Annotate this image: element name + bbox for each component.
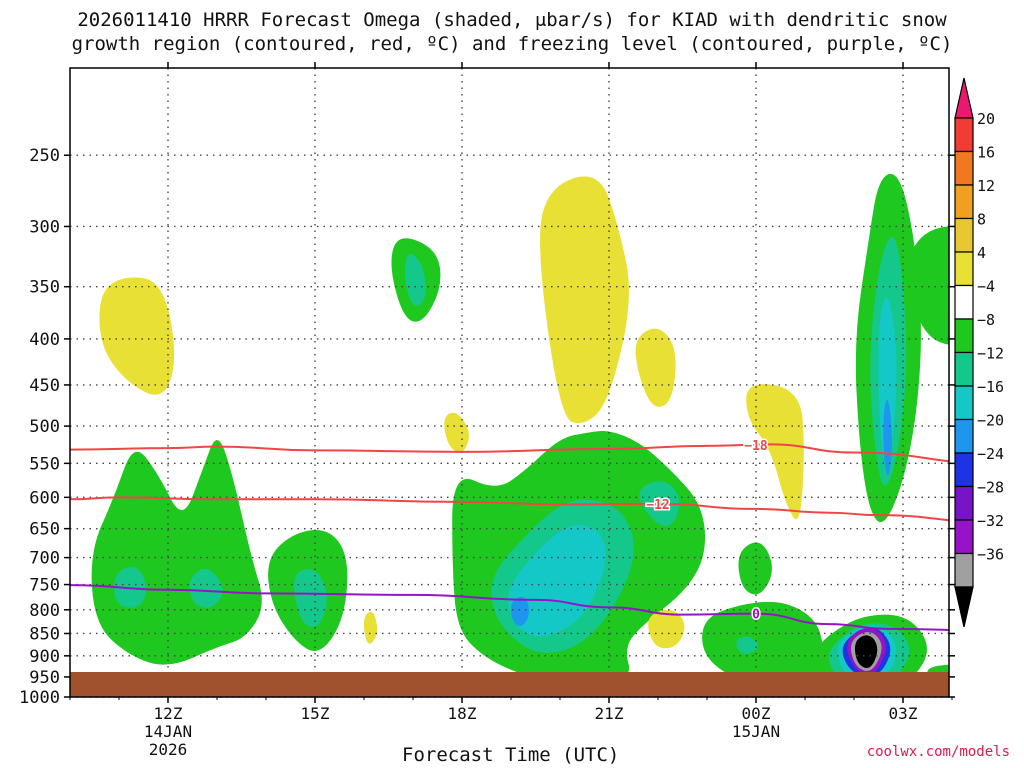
colorbar-level-label: −28 bbox=[977, 479, 1004, 497]
y-tick-label: 800 bbox=[29, 601, 60, 621]
source-credit[interactable]: coolwx.com/models bbox=[866, 744, 1010, 760]
y-tick-label: 600 bbox=[29, 488, 60, 508]
colorbar: 20 16 12 8 4 −4 −8 −12 −16 −20 −24 −28 −32 −36 bbox=[954, 77, 1004, 628]
x-tick-label: 03Z bbox=[889, 704, 918, 723]
chart-title-line-2: growth region (contoured, red, ºC) and f… bbox=[71, 33, 953, 55]
colorbar-level-label: 12 bbox=[977, 177, 995, 195]
colorbar-swatch bbox=[954, 318, 974, 354]
freezing-level-0-line bbox=[70, 584, 949, 632]
colorbar-level-label: 8 bbox=[977, 211, 986, 229]
x-tick-label: 15Z bbox=[301, 704, 330, 723]
omega-region-black bbox=[854, 635, 878, 668]
colorbar-swatch bbox=[954, 452, 974, 488]
omega-region-teal bbox=[294, 569, 327, 627]
y-tick-label: 1000 bbox=[19, 688, 60, 708]
omega-region-yellow bbox=[648, 609, 685, 649]
colorbar-swatch bbox=[954, 251, 974, 287]
colorbar-swatch bbox=[954, 184, 974, 220]
plot-frame bbox=[69, 67, 950, 698]
omega-region-green bbox=[702, 601, 823, 686]
colorbar-level-label: −36 bbox=[977, 546, 1004, 564]
y-tick-label: 950 bbox=[29, 668, 60, 688]
colorbar-level-label: −16 bbox=[977, 378, 1004, 396]
freezing-level-0-label: 0 bbox=[752, 608, 760, 623]
dgz-minus-12-line bbox=[70, 496, 949, 522]
y-tick-label: 350 bbox=[29, 278, 60, 298]
colorbar-level-label: −8 bbox=[977, 311, 995, 329]
x-tick-label: 12Z bbox=[154, 704, 183, 723]
omega-shaded-region bbox=[99, 277, 175, 395]
omega-shaded-region bbox=[746, 384, 804, 520]
colorbar-swatch bbox=[954, 217, 974, 253]
omega-region-green bbox=[738, 542, 772, 595]
colorbar-level-label: −12 bbox=[977, 345, 1004, 363]
omega-region-yellow bbox=[444, 412, 469, 453]
omega-region-teal bbox=[404, 253, 426, 306]
colorbar-level-label: 16 bbox=[977, 144, 995, 162]
y-tick-label: 750 bbox=[29, 576, 60, 596]
colorbar-level-label: 20 bbox=[977, 110, 995, 128]
colorbar-swatch bbox=[954, 117, 974, 153]
omega-region-yellow bbox=[635, 328, 676, 407]
x-tick-label: 18Z bbox=[448, 704, 477, 723]
colorbar-level-label: −32 bbox=[977, 512, 1004, 530]
plot-border bbox=[69, 67, 950, 698]
y-axis: 250 300 350 400 450 500 550 600 650 700 750 800 850 9… bbox=[19, 146, 955, 708]
colorbar-level-label: −20 bbox=[977, 412, 1004, 430]
y-tick-label: 700 bbox=[29, 549, 60, 569]
omega-region-blue bbox=[883, 399, 892, 476]
chart-title-line-1: 2026011410 HRRR Forecast Omega (shaded, … bbox=[77, 9, 947, 31]
ground-surface-band bbox=[70, 672, 949, 697]
y-tick-label: 500 bbox=[29, 417, 60, 437]
omega-region-green bbox=[91, 440, 262, 665]
colorbar-swatch bbox=[954, 351, 974, 387]
y-tick-label: 400 bbox=[29, 330, 60, 350]
colorbar-swatch bbox=[954, 485, 974, 521]
x-axis-title: Forecast Time (UTC) bbox=[402, 744, 620, 766]
contour-layer: −18 −12 0 bbox=[70, 437, 949, 632]
omega-region-teal bbox=[736, 636, 758, 654]
y-tick-label: 650 bbox=[29, 520, 60, 540]
y-tick-label: 300 bbox=[29, 217, 60, 237]
x-tick-date: 14JAN bbox=[144, 722, 192, 741]
dgz-minus-18-label: −18 bbox=[744, 439, 768, 454]
colorbar-level-label: −4 bbox=[977, 278, 995, 296]
colorbar-swatch bbox=[954, 418, 974, 454]
x-tick-label: 00Z bbox=[742, 704, 771, 723]
colorbar-swatch bbox=[954, 385, 974, 421]
colorbar-swatch bbox=[954, 552, 974, 588]
grid-layer bbox=[70, 68, 949, 698]
y-tick-label: 250 bbox=[29, 146, 60, 166]
colorbar-min-triangle bbox=[954, 586, 974, 628]
y-tick-label: 900 bbox=[29, 647, 60, 667]
dgz-minus-18-line bbox=[70, 443, 949, 463]
ground-layer bbox=[70, 672, 949, 697]
omega-region-cyan bbox=[508, 525, 606, 637]
colorbar-swatch bbox=[954, 284, 974, 320]
dgz-minus-12-label: −12 bbox=[646, 498, 669, 513]
x-tick-date: 15JAN bbox=[732, 722, 780, 741]
colorbar-max-triangle bbox=[954, 77, 974, 119]
omega-shaded-region bbox=[540, 176, 629, 424]
colorbar-swatch bbox=[954, 150, 974, 186]
y-tick-label: 550 bbox=[29, 454, 60, 474]
omega-region-yellow bbox=[364, 611, 378, 644]
y-tick-label: 450 bbox=[29, 376, 60, 396]
omega-shading-layer bbox=[91, 173, 949, 688]
y-tick-label: 850 bbox=[29, 624, 60, 644]
colorbar-level-label: −24 bbox=[977, 445, 1004, 463]
colorbar-swatch bbox=[954, 519, 974, 555]
chart-title: 2026011410 HRRR Forecast Omega (shaded, … bbox=[0, 8, 1024, 56]
colorbar-level-label: 4 bbox=[977, 244, 986, 262]
omega-region-yellow bbox=[599, 269, 621, 324]
omega-region-teal bbox=[189, 568, 223, 608]
x-tick-year: 2026 bbox=[149, 740, 188, 759]
omega-region-blue bbox=[511, 596, 529, 627]
omega-region-green bbox=[908, 226, 949, 345]
x-tick-label: 21Z bbox=[595, 704, 624, 723]
